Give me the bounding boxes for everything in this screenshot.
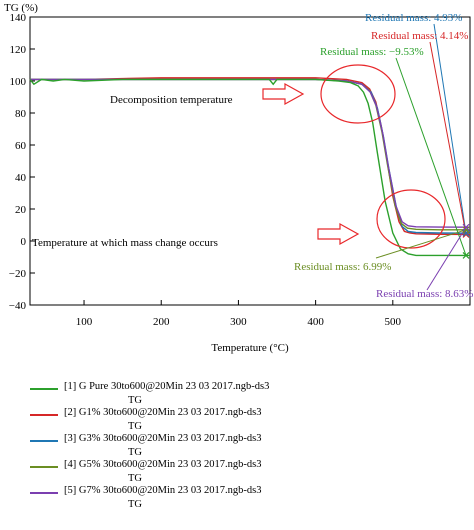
legend-swatch	[30, 440, 58, 442]
y-tick-label: 20	[15, 204, 27, 216]
y-tick-label: 80	[15, 108, 27, 120]
legend-sublabel: TG	[128, 421, 142, 432]
x-tick-label: 400	[307, 316, 324, 328]
legend-label: [3] G3% 30to600@20Min 23 03 2017.ngb-ds3	[64, 433, 262, 444]
residual-mass-label: Residual mass: 4.14%	[371, 30, 468, 42]
series-line-3	[30, 78, 471, 234]
x-axis-label: Temperature (°C)	[211, 342, 289, 354]
y-axis-label: TG (%)	[4, 2, 38, 14]
mass-change-arrow	[317, 222, 360, 246]
y-tick-label: −40	[9, 300, 27, 312]
plot-frame	[29, 16, 471, 306]
mass-change-label: Temperature at which mass change occurs	[32, 237, 218, 249]
legend-swatch	[30, 466, 58, 468]
legend-label: [1] G Pure 30to600@20Min 23 03 2017.ngb-…	[64, 381, 270, 392]
residual-leader-line	[433, 23, 467, 234]
residual-mass-label: Residual mass: 6.99%	[294, 261, 391, 273]
series-end-marker	[462, 223, 470, 231]
mass-change-highlight-circle	[376, 189, 446, 249]
legend-label: [5] G7% 30to600@20Min 23 03 2017.ngb-ds3	[64, 485, 262, 496]
decomposition-highlight-circle	[320, 64, 396, 124]
decomposition-label: Decomposition temperature	[110, 94, 233, 106]
legend-label: [4] G5% 30to600@20Min 23 03 2017.ngb-ds3	[64, 459, 262, 470]
residual-mass-label: Residual mass: −9.53%	[320, 46, 424, 58]
legend-sublabel: TG	[128, 499, 142, 510]
x-tick-label: 200	[153, 316, 170, 328]
residual-mass-label: Residual mass: 8.63%	[376, 288, 473, 300]
series-line-1	[29, 78, 470, 257]
series-line-5	[30, 78, 471, 228]
residual-leader-line	[426, 226, 467, 291]
residual-mass-label: Residual mass: 4.93%	[365, 12, 462, 24]
series-line-4	[30, 78, 470, 231]
x-tick-label: 100	[76, 316, 93, 328]
legend-sublabel: TG	[128, 473, 142, 484]
residual-leader-line	[375, 229, 467, 259]
legend-swatch	[30, 388, 58, 390]
series-line-2	[30, 77, 471, 236]
series-end-marker	[462, 251, 470, 259]
legend-label: [2] G1% 30to600@20Min 23 03 2017.ngb-ds3	[64, 407, 262, 418]
legend-sublabel: TG	[128, 447, 142, 458]
legend-swatch	[30, 492, 58, 494]
legend-sublabel: TG	[128, 395, 142, 406]
y-tick-label: 100	[10, 76, 27, 88]
y-tick-label: 120	[10, 44, 27, 56]
y-tick-label: 140	[10, 12, 27, 24]
x-tick-label: 500	[385, 316, 402, 328]
y-tick-label: 60	[15, 140, 27, 152]
y-tick-label: −20	[9, 268, 27, 280]
series-end-marker	[462, 226, 470, 234]
residual-leader-line	[429, 41, 467, 235]
y-tick-label: 0	[21, 236, 27, 248]
y-tick-label: 40	[15, 172, 27, 184]
legend-swatch	[30, 414, 58, 416]
x-tick-label: 300	[230, 316, 247, 328]
residual-leader-line	[395, 57, 467, 256]
decomposition-arrow	[262, 82, 305, 106]
